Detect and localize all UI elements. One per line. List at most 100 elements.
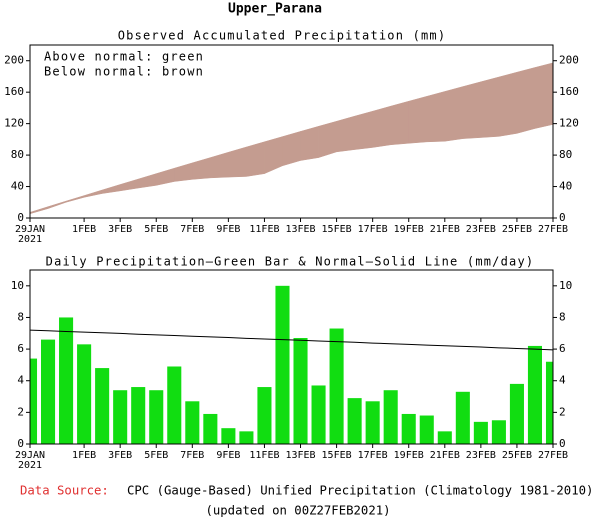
y-tick-label: 10 [559,279,572,292]
accum-band [390,100,409,146]
bar [239,431,254,444]
x-tick-label: 3FEB [108,224,132,235]
source: CPC (Gauge-Based) Unified Precipitation … [127,484,593,498]
bar [131,387,146,444]
y-tick-label: 200 [4,54,24,67]
bar [59,317,74,444]
x-tick-label: 3FEB [108,450,132,461]
year-label: 2021 [18,460,42,471]
x-tick-label: 9FEB [216,224,240,235]
y-tick-label: 120 [4,117,24,130]
y-tick-label: 80 [11,148,24,161]
x-tick-label: 19FEB [394,224,424,235]
accum-band [336,115,355,153]
y-tick-label: 8 [559,310,566,323]
y-tick-label: 0 [559,437,566,450]
y-tick-label: 6 [559,342,566,355]
accum-band [318,120,337,158]
x-tick-label: 21FEB [430,224,460,235]
accum-band [516,67,536,134]
bar [509,383,524,444]
accum-band [192,157,211,180]
x-tick-label: 15FEB [322,450,352,461]
bar [329,328,344,444]
x-tick-label: 27FEB [538,224,568,235]
accum-band [119,178,139,192]
bar [455,391,470,444]
bar [167,366,182,444]
x-tick-label: 15FEB [322,224,352,235]
bar [149,390,164,444]
x-tick-label: 23FEB [466,450,496,461]
bar [77,344,92,444]
bar [383,390,398,444]
bar [347,398,362,444]
y-tick-label: 0 [559,211,566,224]
y-tick-label: 80 [559,148,572,161]
bar [473,421,488,444]
accum-band [534,62,553,129]
bar [527,345,542,444]
bar [95,368,110,444]
updated: (updated on 00Z27FEB2021) [205,504,390,518]
accum-band [228,146,247,178]
plot-frame [29,44,554,219]
bar [203,413,218,444]
bar [491,420,506,444]
accum-band [462,81,482,139]
accum-band [101,184,121,194]
bar [257,387,272,444]
page-title: Upper_Parana [228,2,322,17]
accum-band [264,136,283,175]
y-tick-label: 8 [17,310,24,323]
normal-line [29,329,554,351]
y-tick-label: 160 [559,85,579,98]
bar [275,285,290,444]
x-tick-label: 1FEB [72,224,96,235]
x-tick-label: 29JAN [15,450,45,461]
accum-band [480,76,500,138]
x-tick-label: 27FEB [538,450,568,461]
bar [30,358,38,444]
accum-band [137,173,157,189]
x-tick-label: 29JAN [15,224,45,235]
source-label: Data Source: [20,484,109,498]
x-tick-label: 23FEB [466,224,496,235]
x-tick-label: 5FEB [144,224,168,235]
bar [401,413,416,444]
x-tick-label: 13FEB [285,224,315,235]
x-tick-label: 25FEB [502,224,532,235]
chart-title: Daily Precipitation—Green Bar & Normal—S… [46,255,535,269]
bar [545,361,553,444]
accum-band [210,151,229,179]
year-label: 2021 [18,234,42,245]
x-tick-label: 25FEB [502,450,532,461]
x-tick-label: 5FEB [144,450,168,461]
accum-band [300,125,319,161]
y-tick-label: 0 [17,211,24,224]
accum-band [372,105,391,148]
annotation: Above normal: green [44,50,204,64]
accum-band [426,91,446,143]
x-tick-label: 11FEB [249,224,279,235]
bar [437,431,452,444]
y-tick-label: 2 [17,405,24,418]
x-tick-label: 7FEB [180,450,204,461]
accum-band [498,71,518,137]
y-tick-label: 160 [4,85,24,98]
x-tick-label: 9FEB [216,450,240,461]
x-tick-label: 13FEB [285,450,315,461]
y-tick-label: 40 [559,180,572,193]
accum-band [83,189,103,198]
plot-frame [29,269,554,445]
bar [41,339,56,444]
bar [419,415,434,444]
accum-band [408,96,428,144]
accum-band [444,86,464,142]
bar [293,338,308,444]
accum-band [354,110,373,150]
x-tick-label: 11FEB [249,450,279,461]
accum-band [65,195,85,203]
bar [113,390,128,444]
